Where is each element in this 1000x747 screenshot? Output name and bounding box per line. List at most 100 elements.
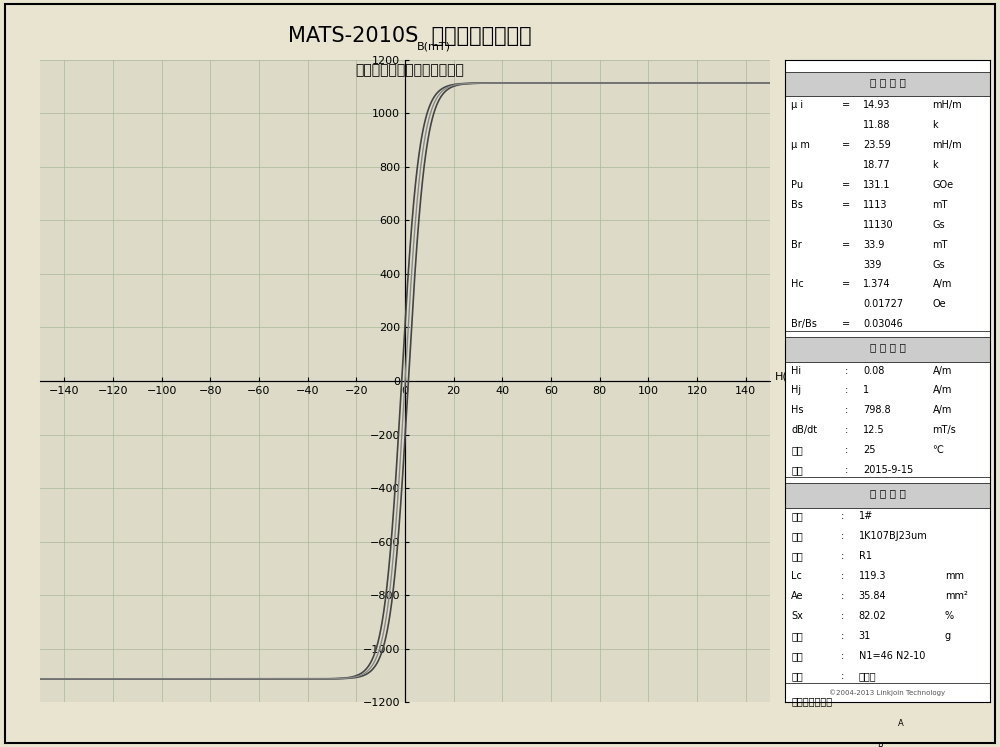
Text: 35.84: 35.84 [859, 591, 886, 601]
Text: 11130: 11130 [863, 220, 894, 230]
Text: Gs: Gs [933, 220, 945, 230]
Text: 测 试 条 件: 测 试 条 件 [870, 342, 905, 353]
Text: 【尺寸示意图】: 【尺寸示意图】 [791, 695, 832, 706]
Text: 2015-9-15: 2015-9-15 [863, 465, 913, 475]
Ellipse shape [801, 717, 892, 747]
Text: :: : [841, 551, 844, 561]
Text: 18.77: 18.77 [863, 160, 891, 170]
Text: =: = [842, 319, 851, 329]
Text: Gs: Gs [933, 259, 945, 270]
Text: B: B [877, 743, 883, 747]
Text: Hs: Hs [791, 406, 804, 415]
Text: 备注: 备注 [791, 671, 803, 681]
Text: 温度: 温度 [791, 445, 803, 455]
Text: A/m: A/m [933, 385, 952, 395]
Text: 14.93: 14.93 [863, 100, 890, 111]
Text: 12.5: 12.5 [863, 425, 885, 436]
Text: Lc: Lc [791, 571, 802, 581]
Text: 798.8: 798.8 [863, 406, 891, 415]
Text: H(A/m): H(A/m) [775, 372, 814, 382]
Text: 0.01727: 0.01727 [863, 300, 903, 309]
Text: 质量: 质量 [791, 631, 803, 641]
Ellipse shape [824, 741, 869, 747]
Text: ℃: ℃ [933, 445, 944, 455]
Text: GOe: GOe [933, 180, 954, 190]
Text: mm²: mm² [945, 591, 968, 601]
Text: A/m: A/m [933, 406, 952, 415]
Text: 1: 1 [863, 385, 869, 395]
Text: :: : [845, 425, 848, 436]
Text: Oe: Oe [933, 300, 946, 309]
Text: mm: mm [945, 571, 964, 581]
Text: :: : [845, 406, 848, 415]
Text: 119.3: 119.3 [859, 571, 886, 581]
Text: mT: mT [933, 240, 948, 249]
Text: :: : [841, 512, 844, 521]
Bar [785, 338, 990, 362]
Text: Hc: Hc [791, 279, 804, 290]
Text: =: = [842, 199, 851, 210]
Text: μ m: μ m [791, 140, 810, 150]
Text: 材料: 材料 [791, 531, 803, 542]
Text: 规格: 规格 [791, 551, 803, 561]
Text: Hi: Hi [791, 365, 801, 376]
Text: Hj: Hj [791, 385, 801, 395]
Text: k: k [933, 160, 938, 170]
Text: A/m: A/m [933, 365, 952, 376]
Text: 0.08: 0.08 [863, 365, 884, 376]
Text: =: = [842, 279, 851, 290]
Text: :: : [841, 611, 844, 621]
Text: :: : [841, 531, 844, 542]
Text: A: A [898, 719, 904, 728]
Text: Ae: Ae [791, 591, 804, 601]
Text: =: = [842, 140, 851, 150]
Bar [928, 717, 955, 747]
Bar [785, 483, 990, 507]
Text: dB/dt: dB/dt [791, 425, 817, 436]
Text: 23.59: 23.59 [863, 140, 891, 150]
Text: 33.9: 33.9 [863, 240, 884, 249]
Text: 日期: 日期 [791, 465, 803, 475]
Text: g: g [945, 631, 951, 641]
Text: B(mT): B(mT) [417, 42, 451, 52]
Text: :: : [841, 571, 844, 581]
Text: 样 品 参 数: 样 品 参 数 [870, 489, 905, 498]
Text: 对半切: 对半切 [859, 671, 876, 681]
Text: ©2004-2013 Linkjoin Technology: ©2004-2013 Linkjoin Technology [829, 689, 946, 695]
Text: 编号: 编号 [791, 512, 803, 521]
Text: 0.03046: 0.03046 [863, 319, 903, 329]
Text: R1: R1 [859, 551, 872, 561]
Text: MATS-2010S  软磁材料测试报告: MATS-2010S 软磁材料测试报告 [288, 26, 532, 46]
Text: 131.1: 131.1 [863, 180, 890, 190]
Text: 线圈: 线圈 [791, 651, 803, 661]
Text: 82.02: 82.02 [859, 611, 887, 621]
Text: Sx: Sx [791, 611, 803, 621]
Text: 静态磁滹回线和基本磁化曲线: 静态磁滹回线和基本磁化曲线 [356, 63, 464, 78]
Text: :: : [841, 591, 844, 601]
Text: 1113: 1113 [863, 199, 887, 210]
Text: 测 量 结 果: 测 量 结 果 [870, 77, 905, 87]
Text: N1=46 N2-10: N1=46 N2-10 [859, 651, 925, 661]
Text: 31: 31 [859, 631, 871, 641]
Text: 1#: 1# [859, 512, 873, 521]
Text: k: k [933, 120, 938, 130]
Text: %: % [945, 611, 954, 621]
Text: :: : [841, 651, 844, 661]
Text: A/m: A/m [933, 279, 952, 290]
Text: mH/m: mH/m [933, 140, 962, 150]
Text: :: : [845, 445, 848, 455]
Text: mT/s: mT/s [933, 425, 956, 436]
Text: Bs: Bs [791, 199, 803, 210]
Text: 1.374: 1.374 [863, 279, 891, 290]
Text: Br: Br [791, 240, 802, 249]
Text: =: = [842, 240, 851, 249]
Text: 25: 25 [863, 445, 875, 455]
Text: :: : [841, 631, 844, 641]
Text: =: = [842, 100, 851, 111]
Text: 1K107BJ23um: 1K107BJ23um [859, 531, 928, 542]
Text: Br/Bs: Br/Bs [791, 319, 817, 329]
Text: μ i: μ i [791, 100, 803, 111]
Text: 11.88: 11.88 [863, 120, 890, 130]
Text: :: : [841, 671, 844, 681]
Bar [785, 72, 990, 96]
